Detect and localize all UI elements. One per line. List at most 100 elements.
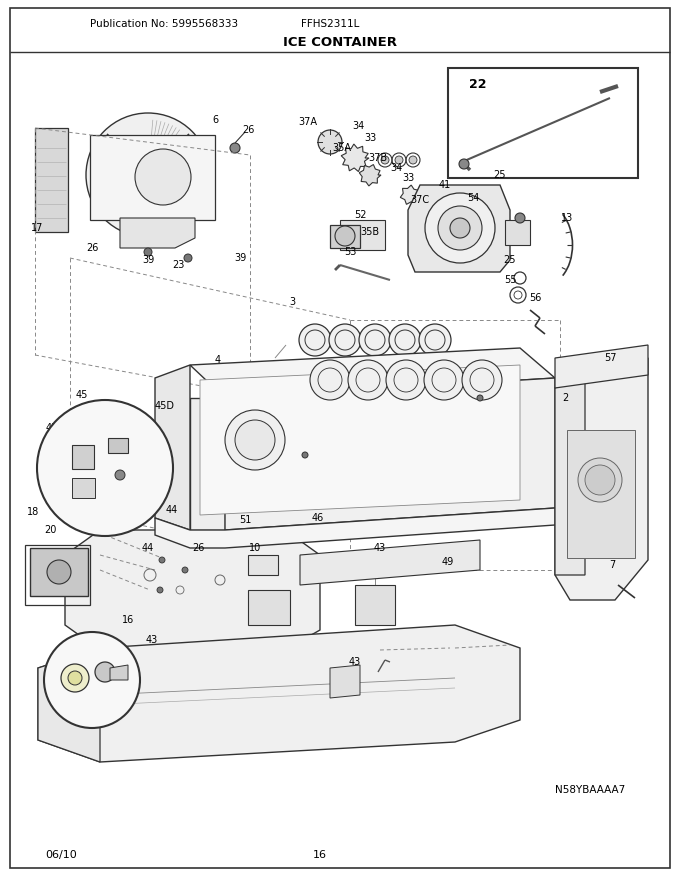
Polygon shape (110, 665, 128, 680)
Text: 47: 47 (259, 493, 271, 503)
Circle shape (68, 671, 82, 685)
Polygon shape (341, 144, 369, 172)
Text: 35B: 35B (360, 227, 379, 237)
Circle shape (578, 458, 622, 502)
Text: 26: 26 (192, 543, 204, 553)
Circle shape (47, 560, 71, 584)
Circle shape (115, 470, 125, 480)
Circle shape (424, 360, 464, 400)
Polygon shape (330, 665, 360, 698)
Text: 25: 25 (504, 255, 516, 265)
Polygon shape (248, 590, 290, 625)
Circle shape (140, 167, 156, 183)
Text: 26: 26 (242, 125, 254, 135)
Circle shape (299, 324, 331, 356)
Circle shape (459, 159, 469, 169)
Circle shape (395, 156, 403, 164)
Circle shape (386, 360, 426, 400)
Polygon shape (225, 378, 555, 530)
Circle shape (273, 512, 283, 522)
Circle shape (230, 143, 240, 153)
Polygon shape (505, 220, 530, 245)
Text: 39: 39 (234, 253, 246, 263)
Text: 3: 3 (289, 297, 295, 307)
Bar (108, 438, 128, 453)
Text: 44: 44 (166, 505, 178, 515)
Text: 17: 17 (31, 223, 44, 233)
Bar (72, 445, 94, 469)
Circle shape (419, 324, 451, 356)
Circle shape (95, 662, 115, 682)
Bar (30, 548, 88, 596)
Text: 26: 26 (444, 413, 456, 423)
Text: 45D: 45D (155, 401, 175, 411)
Text: 25: 25 (494, 170, 506, 180)
Polygon shape (120, 218, 195, 248)
Text: 26: 26 (346, 425, 358, 435)
Text: ICE CONTAINER: ICE CONTAINER (283, 35, 397, 48)
Text: 6: 6 (212, 115, 218, 125)
Text: 06/10: 06/10 (45, 850, 77, 860)
Polygon shape (555, 345, 648, 388)
Polygon shape (190, 398, 225, 530)
Text: 26: 26 (86, 243, 98, 253)
Circle shape (37, 400, 173, 536)
Text: 51: 51 (239, 515, 251, 525)
Text: Publication No: 5995568333: Publication No: 5995568333 (90, 19, 238, 29)
Polygon shape (330, 225, 360, 248)
Polygon shape (555, 358, 648, 600)
Text: 37C: 37C (411, 195, 430, 205)
Circle shape (409, 156, 417, 164)
Text: 10: 10 (249, 543, 261, 553)
Circle shape (61, 664, 89, 692)
Polygon shape (72, 478, 95, 498)
Circle shape (44, 632, 140, 728)
Circle shape (318, 130, 342, 154)
Circle shape (359, 324, 391, 356)
Text: 37A: 37A (299, 117, 318, 127)
Circle shape (135, 149, 191, 205)
Circle shape (462, 360, 502, 400)
Text: 45: 45 (75, 390, 88, 400)
Text: 43: 43 (349, 657, 361, 667)
Circle shape (425, 193, 495, 263)
Circle shape (184, 254, 192, 262)
Text: 37B: 37B (369, 153, 388, 163)
Circle shape (329, 324, 361, 356)
Text: 45A: 45A (146, 485, 165, 495)
Circle shape (159, 557, 165, 563)
Polygon shape (155, 508, 555, 548)
Text: 20: 20 (44, 525, 56, 535)
Circle shape (585, 465, 615, 495)
Text: 16: 16 (122, 615, 134, 625)
Text: 43: 43 (374, 543, 386, 553)
Polygon shape (555, 375, 585, 575)
Circle shape (310, 360, 350, 400)
Circle shape (235, 420, 275, 460)
Polygon shape (90, 135, 215, 220)
Circle shape (477, 395, 483, 401)
Text: 56: 56 (529, 293, 541, 303)
Text: 52: 52 (354, 210, 367, 220)
Circle shape (86, 113, 210, 237)
Circle shape (225, 410, 285, 470)
Text: 45C: 45C (46, 423, 65, 433)
Polygon shape (248, 555, 278, 575)
Polygon shape (190, 348, 555, 398)
Text: 45B: 45B (139, 443, 158, 453)
Circle shape (157, 587, 163, 593)
Text: 34: 34 (352, 121, 364, 131)
Text: 34: 34 (390, 163, 402, 173)
Text: N58YBAAAA7: N58YBAAAA7 (555, 785, 625, 795)
Polygon shape (340, 220, 385, 250)
Text: 2: 2 (562, 393, 568, 403)
Text: 13: 13 (561, 213, 573, 223)
Text: 35A: 35A (333, 143, 352, 153)
Text: 33: 33 (364, 133, 376, 143)
Text: 41: 41 (439, 180, 451, 190)
Bar (448, 68, 638, 178)
Text: 49: 49 (442, 557, 454, 567)
Polygon shape (408, 185, 510, 272)
Text: 48: 48 (242, 485, 254, 495)
Polygon shape (567, 430, 635, 558)
